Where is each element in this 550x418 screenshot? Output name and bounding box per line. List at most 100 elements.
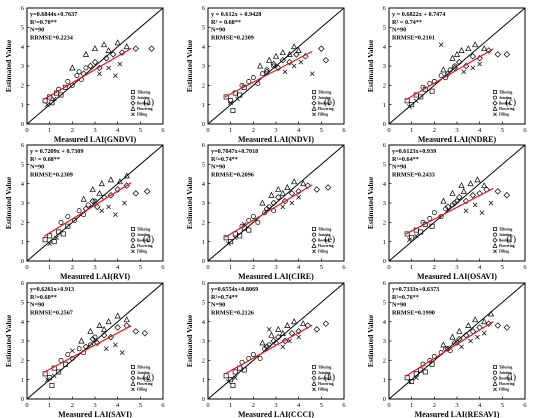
x-tick-label: 4 bbox=[297, 264, 301, 271]
data-point bbox=[113, 73, 118, 79]
y-tick-label: 5 bbox=[383, 25, 386, 32]
data-point bbox=[438, 73, 444, 79]
data-point bbox=[438, 42, 444, 48]
rrmse-text: RRMSE=0.2567 bbox=[30, 309, 73, 316]
data-point bbox=[418, 94, 424, 100]
n-text: N=90 bbox=[392, 164, 406, 171]
y-tick-label: 2 bbox=[202, 220, 205, 227]
regression-line bbox=[43, 325, 132, 373]
data-point bbox=[413, 375, 419, 381]
data-point bbox=[275, 333, 282, 341]
data-point bbox=[470, 65, 476, 71]
legend-marker bbox=[312, 249, 316, 254]
data-point bbox=[113, 342, 118, 348]
data-point bbox=[481, 318, 488, 325]
equation-text: y=0.7333x+0.6373 bbox=[392, 286, 439, 293]
x-tick-label: 2 bbox=[433, 402, 436, 409]
data-point bbox=[250, 352, 256, 357]
data-point bbox=[459, 344, 464, 350]
legend-label: Filling bbox=[499, 250, 509, 254]
y-axis-label: Estimated Value bbox=[4, 314, 13, 367]
legend-marker bbox=[493, 227, 497, 231]
legend-marker bbox=[311, 100, 317, 106]
data-point bbox=[226, 379, 231, 384]
y-tick-label: 4 bbox=[383, 319, 387, 326]
data-point bbox=[106, 204, 111, 210]
data-point bbox=[246, 79, 252, 84]
x-tick-label: 1 bbox=[410, 127, 413, 134]
x-tick-label: 5 bbox=[139, 264, 142, 271]
data-point bbox=[291, 318, 298, 325]
data-point bbox=[440, 197, 447, 204]
equation-text: y = 0.612x + 0.9428 bbox=[211, 11, 261, 18]
data-point bbox=[106, 65, 111, 71]
y-tick-label: 5 bbox=[383, 162, 386, 169]
legend-label: Jointing bbox=[499, 233, 512, 237]
data-point bbox=[440, 66, 447, 73]
y-tick-label: 1 bbox=[21, 377, 24, 384]
data-point bbox=[474, 176, 481, 183]
x-tick-label: 5 bbox=[501, 402, 504, 409]
data-point bbox=[69, 348, 75, 354]
data-point bbox=[427, 216, 433, 221]
data-point bbox=[488, 200, 494, 206]
data-point bbox=[440, 341, 447, 348]
n-text: N=90 bbox=[211, 302, 225, 309]
regression-line bbox=[43, 47, 132, 100]
data-point bbox=[49, 383, 55, 388]
panel-h: 0 1 2 3 4 5 6 0 1 2 3 4 5 6 y=0.6554x+0.8069R²=0.74**N… bbox=[185, 280, 346, 418]
legend-label: Flowering bbox=[318, 107, 334, 111]
legend-label: Flowering bbox=[137, 107, 153, 111]
data-point bbox=[122, 200, 127, 206]
data-point bbox=[49, 100, 55, 106]
data-point bbox=[237, 233, 243, 239]
y-tick-label: 2 bbox=[21, 358, 24, 365]
legend-label: Jointing bbox=[137, 96, 150, 100]
data-point bbox=[409, 235, 415, 241]
data-point bbox=[148, 45, 155, 52]
legend-marker bbox=[493, 365, 497, 369]
data-point bbox=[275, 325, 282, 332]
data-point bbox=[268, 331, 275, 338]
x-tick-label: 5 bbox=[139, 127, 142, 134]
n-text: N=90 bbox=[30, 164, 44, 171]
legend-label: Filling bbox=[137, 388, 147, 392]
y-tick-label: 6 bbox=[383, 280, 387, 287]
y-tick-label: 4 bbox=[21, 181, 25, 188]
legend-label: Booting bbox=[318, 239, 330, 243]
data-point bbox=[250, 214, 256, 219]
data-point bbox=[58, 357, 64, 363]
x-tick-label: 1 bbox=[229, 402, 232, 409]
legend-label: Filling bbox=[499, 388, 509, 392]
x-axis-label: Measured LAI(RESAVI) bbox=[415, 410, 500, 418]
data-point bbox=[255, 219, 261, 225]
rrmse-text: RRMSE=0.2126 bbox=[211, 309, 254, 316]
data-point bbox=[223, 235, 229, 241]
data-point bbox=[97, 71, 102, 77]
legend-label: Filling bbox=[318, 250, 328, 254]
x-tick-label: 6 bbox=[342, 127, 346, 134]
data-point bbox=[98, 180, 105, 187]
data-point bbox=[65, 214, 71, 219]
data-point bbox=[246, 227, 252, 233]
data-point bbox=[232, 235, 238, 241]
y-tick-label: 4 bbox=[21, 44, 25, 51]
legend-label: Flowering bbox=[318, 382, 334, 386]
panel-label: (d) bbox=[143, 234, 154, 245]
data-point bbox=[444, 203, 452, 211]
data-point bbox=[259, 339, 266, 346]
data-point bbox=[295, 328, 302, 335]
x-axis-label: Measured LAI(CCCI) bbox=[238, 410, 314, 418]
x-tick-label: 2 bbox=[71, 264, 74, 271]
panel-e: 0 1 2 3 4 5 6 0 1 2 3 4 5 6 y=0.7047x+0.7018R²=0.74**N… bbox=[185, 142, 346, 281]
y-tick-label: 2 bbox=[21, 83, 24, 90]
regression-line bbox=[405, 320, 494, 377]
x-tick-label: 2 bbox=[252, 264, 255, 271]
x-tick-label: 3 bbox=[274, 264, 277, 271]
x-tick-label: 1 bbox=[48, 264, 51, 271]
y-axis-label: Estimated Value bbox=[366, 176, 375, 229]
data-point bbox=[266, 56, 273, 63]
y-tick-label: 3 bbox=[202, 338, 205, 345]
regression-line bbox=[224, 50, 313, 98]
data-point bbox=[65, 352, 71, 357]
